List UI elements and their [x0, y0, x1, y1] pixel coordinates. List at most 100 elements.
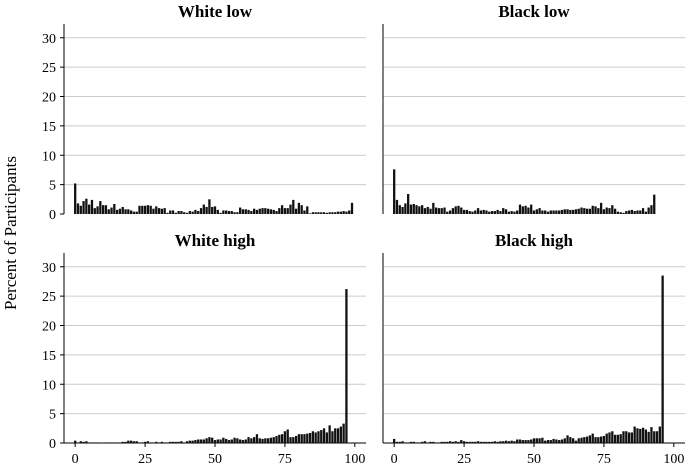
histogram-bar [460, 440, 463, 443]
histogram-bar [272, 437, 275, 443]
histogram-bar [393, 169, 396, 214]
histogram-bar [650, 205, 653, 214]
histogram-bar [588, 435, 592, 443]
histogram-bar [177, 441, 180, 443]
histogram-bar [393, 438, 396, 443]
histogram-bar [244, 209, 247, 214]
y-tick-label: 0 [49, 208, 56, 223]
histogram-bar [636, 210, 639, 214]
histogram-bar [132, 211, 136, 214]
histogram-bar [211, 437, 214, 443]
histogram-bar [530, 439, 533, 443]
histogram-bar [322, 212, 326, 214]
histogram-bar [572, 438, 575, 443]
histogram-bar [115, 209, 119, 214]
histogram-bar [236, 212, 239, 214]
histogram-bar [616, 434, 620, 443]
histogram-bar [647, 207, 650, 214]
histogram-bar [88, 204, 91, 214]
histogram-bar [535, 438, 538, 443]
histogram-bar [272, 209, 275, 214]
histogram-bar [264, 438, 267, 443]
histogram-bar [510, 440, 513, 443]
histogram-bar [535, 209, 538, 214]
histogram-bar [96, 442, 99, 444]
histogram-bar [591, 433, 594, 443]
histogram-bar [247, 437, 250, 443]
histogram-bar [516, 439, 519, 443]
histogram-bar [524, 205, 527, 214]
histogram-bar [630, 432, 634, 443]
histogram-bar [191, 440, 194, 443]
histogram-bar [541, 210, 544, 214]
histogram-bar [74, 183, 77, 214]
histogram-bar [555, 439, 558, 443]
histogram-bar [415, 442, 418, 444]
histogram-bar [292, 437, 295, 443]
histogram-bar [219, 439, 222, 443]
histogram-bar [166, 212, 169, 214]
x-tick-label: 50 [208, 452, 222, 467]
histogram-bar [647, 431, 650, 443]
histogram-bar [524, 440, 527, 443]
histogram-bar [597, 437, 600, 443]
histogram-bar [180, 211, 183, 214]
histogram-bar [440, 441, 443, 443]
histogram-bar [574, 440, 578, 443]
histogram-bar [169, 210, 172, 214]
histogram-bar [409, 441, 413, 443]
histogram-bar [485, 441, 488, 443]
histogram-bar [157, 208, 161, 214]
histogram-bar [141, 442, 144, 444]
histogram-bar [583, 437, 586, 443]
histogram-bar [306, 433, 309, 443]
histogram-bar [588, 208, 592, 214]
x-tick-label: 75 [278, 452, 292, 467]
histogram-bar [432, 202, 435, 214]
histogram-bar [625, 431, 628, 443]
histogram-bar [488, 211, 491, 214]
x-tick-label: 0 [72, 452, 79, 467]
histogram-bar [437, 442, 441, 444]
histogram-bar [275, 211, 278, 214]
histogram-bar [197, 439, 200, 443]
histogram-bar [194, 209, 197, 214]
histogram-bar [566, 435, 569, 443]
histogram-bar [552, 438, 555, 443]
x-tick-label: 100 [344, 452, 365, 467]
histogram-bar [202, 204, 205, 214]
histogram-bar [85, 198, 88, 214]
histogram-bar [166, 442, 169, 444]
histogram-bar [289, 437, 292, 443]
histogram-bar [448, 441, 452, 443]
histogram-bar [608, 432, 611, 443]
histogram-bar [429, 441, 432, 443]
histogram-bar [597, 208, 600, 214]
histogram-bar [227, 440, 231, 443]
histogram-bar [230, 439, 233, 443]
histogram-bar [146, 441, 150, 443]
histogram-bar [149, 205, 152, 214]
histogram-bar [457, 441, 460, 443]
histogram-bar [118, 208, 122, 214]
histogram-bar [314, 212, 317, 214]
histogram-bar [418, 206, 421, 214]
y-axis-label: Percent of Participants [1, 156, 20, 310]
histogram-bar [253, 208, 256, 214]
histogram-bar [641, 427, 645, 443]
histogram-bar [199, 208, 203, 214]
histogram-bar [79, 205, 82, 214]
histogram-bar [474, 441, 477, 443]
histogram-bar [74, 440, 77, 443]
histogram-bar [577, 208, 580, 214]
histogram-bar [118, 442, 122, 444]
histogram-bar [311, 431, 315, 443]
histogram-bar [625, 211, 628, 214]
histogram-bar [558, 210, 561, 214]
histogram-bar [538, 438, 541, 443]
histogram-bar [574, 209, 578, 214]
histogram-bar [457, 205, 460, 214]
histogram-bar [255, 434, 259, 443]
histogram-bar [502, 441, 505, 443]
histogram-bar [602, 209, 606, 214]
